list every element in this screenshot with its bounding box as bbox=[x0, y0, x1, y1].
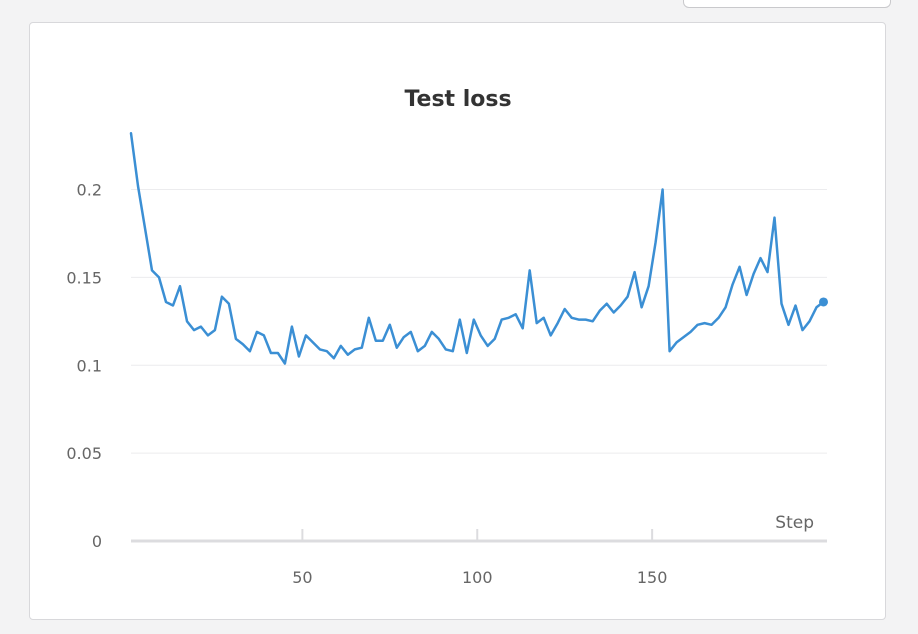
y-tick-label: 0.1 bbox=[77, 356, 102, 375]
line-chart: Test loss 0 0.05 0.1 0.15 0.2 50 100 150 Step bbox=[66, 87, 829, 587]
y-tick-label: 0.15 bbox=[66, 268, 102, 287]
x-tick-label: 150 bbox=[637, 568, 668, 587]
y-axis-ticks: 0 0.05 0.1 0.15 0.2 bbox=[66, 181, 102, 551]
chart-panel: Test loss 0 0.05 0.1 0.15 0.2 50 100 150 Step bbox=[29, 22, 886, 620]
grid-lines bbox=[131, 189, 827, 454]
series-end-point bbox=[819, 297, 829, 307]
series-line bbox=[129, 132, 825, 365]
series-layer bbox=[129, 132, 829, 365]
y-tick-label: 0.2 bbox=[77, 181, 102, 200]
x-axis-label: Step bbox=[775, 513, 814, 533]
x-tick-label: 100 bbox=[462, 568, 493, 587]
y-tick-label: 0.05 bbox=[66, 444, 102, 463]
x-axis-ticks: 50 100 150 bbox=[292, 529, 667, 587]
top-control[interactable] bbox=[683, 0, 891, 8]
chart-title: Test loss bbox=[404, 87, 511, 112]
y-tick-label: 0 bbox=[92, 532, 102, 551]
x-tick-label: 50 bbox=[292, 568, 312, 587]
